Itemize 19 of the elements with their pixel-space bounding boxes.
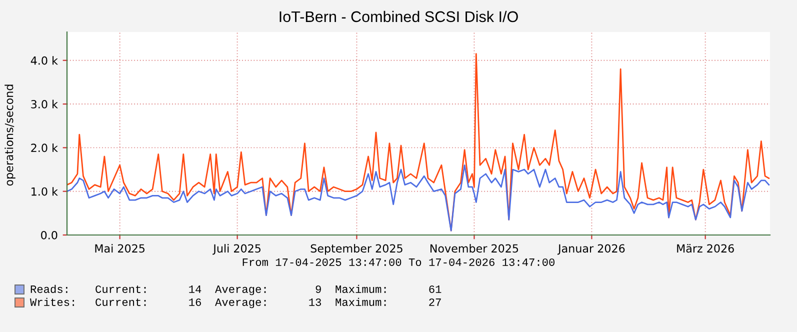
x-tick-label: November 2025 <box>430 244 518 253</box>
y-tick-label: 2.0 k <box>31 143 58 152</box>
text: From 17-04-2025 13:47:00 To 17-04-2026 13:47:00 <box>242 258 554 266</box>
line-series <box>67 164 770 232</box>
x-tick-label: Mai 2025 <box>95 244 144 253</box>
y-tick-label: 3.0 k <box>31 100 58 108</box>
chart-title: IoT-Bern - Combined SCSI Disk I/O <box>280 10 518 22</box>
y-tick-label: 1.0 k <box>32 187 58 196</box>
text: Current: 16 Average: 13 Maximum: 27 <box>96 298 441 308</box>
y-tick-label: 4.0 k <box>30 56 58 65</box>
x-tick-label: März 2026 <box>677 244 734 253</box>
x-tick-label: Januar 2026 <box>557 244 625 255</box>
y-tick-label: 0.0 <box>41 230 58 240</box>
x-tick-label: September 2025 <box>310 244 402 255</box>
text: Current: 14 Average: 9 Maximum: 61 <box>96 284 442 296</box>
y-axis-title: operations/second <box>4 84 16 186</box>
legend-label: Writes: <box>30 298 74 306</box>
x-tick-label: Juli 2025 <box>212 244 260 255</box>
legend-label: Reads: <box>30 284 68 294</box>
